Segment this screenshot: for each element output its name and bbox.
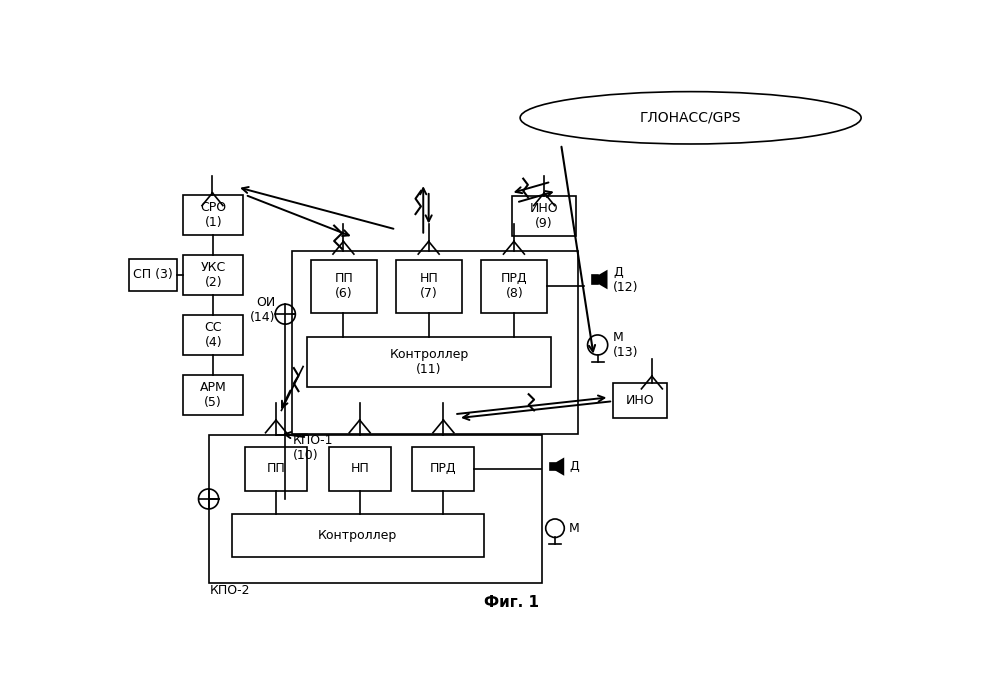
Bar [512, 196, 576, 236]
Bar [397, 261, 462, 313]
Bar [482, 261, 547, 313]
Bar [413, 446, 475, 491]
Bar [307, 337, 551, 387]
Text: М
(13): М (13) [613, 331, 638, 359]
Text: ИНО: ИНО [626, 394, 654, 407]
Bar [292, 251, 578, 435]
Text: СРО
(1): СРО (1) [200, 201, 227, 229]
Text: Контроллер
(11): Контроллер (11) [390, 349, 469, 376]
Bar [183, 255, 244, 295]
Text: ОИ
(14): ОИ (14) [250, 297, 276, 324]
Bar [183, 195, 244, 235]
Text: Контроллер: Контроллер [318, 529, 398, 542]
Bar [329, 446, 391, 491]
Bar [183, 375, 244, 415]
Text: СП (3): СП (3) [133, 268, 173, 281]
Bar [129, 258, 177, 291]
Text: НП
(7): НП (7) [420, 272, 439, 301]
Text: М: М [569, 522, 579, 535]
Text: АРМ
(5): АРМ (5) [200, 381, 227, 409]
Bar [613, 383, 667, 418]
Polygon shape [555, 457, 564, 476]
Text: СС
(4): СС (4) [205, 321, 222, 349]
Bar [550, 463, 555, 471]
Text: Фиг. 1: Фиг. 1 [485, 595, 539, 611]
Bar [209, 435, 541, 583]
Bar [183, 315, 244, 355]
Polygon shape [597, 270, 607, 290]
Text: ПП
(6): ПП (6) [335, 272, 354, 301]
Text: НП: НП [351, 462, 369, 475]
Bar [592, 275, 597, 283]
Text: ПРД
(8): ПРД (8) [501, 272, 527, 301]
Text: КПО-2: КПО-2 [210, 584, 251, 597]
Text: Д: Д [569, 460, 578, 473]
Text: ПП: ПП [267, 462, 286, 475]
Bar [245, 446, 307, 491]
Bar [232, 514, 484, 556]
Text: ИНО
(9): ИНО (9) [529, 202, 558, 230]
Text: УКС
(2): УКС (2) [201, 261, 226, 289]
Text: ПРД: ПРД [431, 462, 457, 475]
Bar [311, 261, 377, 313]
Text: Д
(12): Д (12) [613, 265, 638, 294]
Text: КПО-1
(10): КПО-1 (10) [293, 435, 334, 462]
Text: ГЛОНАСС/GPS: ГЛОНАСС/GPS [640, 111, 741, 125]
